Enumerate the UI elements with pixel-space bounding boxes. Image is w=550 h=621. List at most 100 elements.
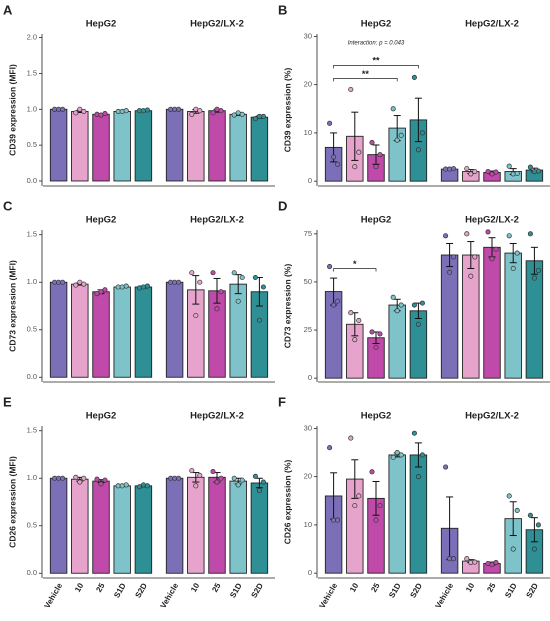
data-point (77, 479, 83, 485)
data-point (377, 503, 383, 509)
x-tick-label: 25 (485, 581, 498, 594)
data-point (218, 289, 224, 295)
data-point (119, 108, 125, 114)
data-point (485, 168, 491, 175)
data-point (419, 300, 425, 306)
bar (134, 110, 153, 182)
data-point (514, 507, 520, 513)
significance-bracket (333, 65, 419, 69)
bar (229, 480, 247, 574)
data-point (144, 107, 150, 113)
data-point (140, 108, 146, 114)
data-point (335, 298, 341, 304)
x-tick-label: S2D (408, 581, 424, 599)
data-point (352, 503, 358, 509)
x-tick-label: 10 (348, 581, 361, 594)
facet-title: HepG2/LX-2 (190, 215, 244, 226)
data-point (256, 488, 262, 494)
data-point (493, 246, 499, 252)
y-axis-label: CD39 expression (MFI) (7, 64, 17, 156)
bar (71, 478, 89, 574)
bar (165, 477, 184, 574)
facet-title: HepG2 (361, 19, 392, 30)
data-point (144, 283, 150, 289)
data-point (443, 233, 449, 239)
x-tick-label: Vehicle (318, 581, 340, 610)
data-point (331, 302, 337, 308)
data-point (506, 493, 512, 499)
facet-title: HepG2/LX-2 (190, 19, 244, 30)
data-point (506, 163, 512, 169)
data-point (197, 279, 203, 285)
x-tick-label: 10 (189, 581, 202, 594)
data-point (489, 256, 495, 262)
data-point (390, 294, 396, 300)
data-point (335, 161, 341, 167)
bar (462, 254, 480, 379)
data-point (373, 344, 379, 350)
data-point (94, 111, 100, 117)
data-point (98, 289, 104, 295)
y-tick-label: 0 (308, 373, 312, 382)
bar (71, 283, 89, 378)
facet-title: HepG2 (86, 19, 117, 30)
bar (250, 482, 269, 574)
facet-title: HepG2/LX-2 (465, 215, 519, 226)
y-tick-label: 0.5 (27, 521, 37, 530)
data-point (531, 546, 537, 552)
data-point (451, 254, 457, 260)
significance-bracket (333, 78, 398, 82)
data-point (197, 472, 203, 478)
y-tick-label: 2.0 (27, 33, 37, 42)
bar (229, 113, 247, 182)
data-point (235, 298, 241, 304)
data-point (252, 473, 258, 479)
y-axis-label: CD26 expression (MFI) (7, 456, 17, 548)
data-point (468, 273, 474, 279)
bar (165, 108, 184, 182)
y-tick-label: 10 (304, 520, 312, 529)
data-point (231, 475, 237, 481)
data-point (356, 317, 362, 323)
significance-label: ** (362, 69, 370, 79)
significance-label: * (353, 259, 357, 269)
bar (229, 283, 247, 378)
bar (187, 476, 205, 574)
y-axis-label: CD26 expression (%) (282, 460, 292, 545)
y-tick-label: 1.0 (27, 473, 37, 482)
data-point (102, 287, 108, 293)
bar (49, 108, 68, 182)
significance-label: ** (372, 56, 380, 66)
data-point (214, 479, 220, 485)
data-point (398, 452, 404, 458)
x-tick-label: Vehicle (159, 581, 181, 610)
x-tick-label: 10 (464, 581, 477, 594)
data-point (81, 281, 87, 287)
data-point (123, 283, 129, 289)
data-point (489, 171, 495, 177)
data-point (60, 475, 66, 481)
data-point (214, 306, 220, 312)
data-point (123, 482, 129, 488)
data-point (394, 449, 400, 456)
y-tick-label: 1.5 (27, 68, 37, 77)
data-point (415, 474, 421, 480)
x-tick-label: 25 (210, 581, 223, 594)
data-point (527, 512, 533, 518)
data-point (102, 477, 108, 483)
data-point (369, 469, 375, 475)
y-tick-label: 20 (304, 80, 312, 89)
data-point (373, 164, 379, 170)
panel-letter: E (3, 394, 12, 409)
y-axis-label: CD73 expression (%) (282, 264, 292, 349)
bar (409, 454, 428, 574)
data-point (239, 477, 245, 483)
data-point (102, 111, 108, 117)
data-point (73, 282, 79, 288)
y-axis-label: CD73 expression (MFI) (7, 260, 17, 352)
data-point (176, 475, 182, 481)
x-tick-label: S2D (133, 581, 149, 599)
panel-letter: C (3, 198, 13, 213)
y-tick-label: 20 (304, 472, 312, 481)
x-tick-label: Vehicle (43, 581, 65, 610)
